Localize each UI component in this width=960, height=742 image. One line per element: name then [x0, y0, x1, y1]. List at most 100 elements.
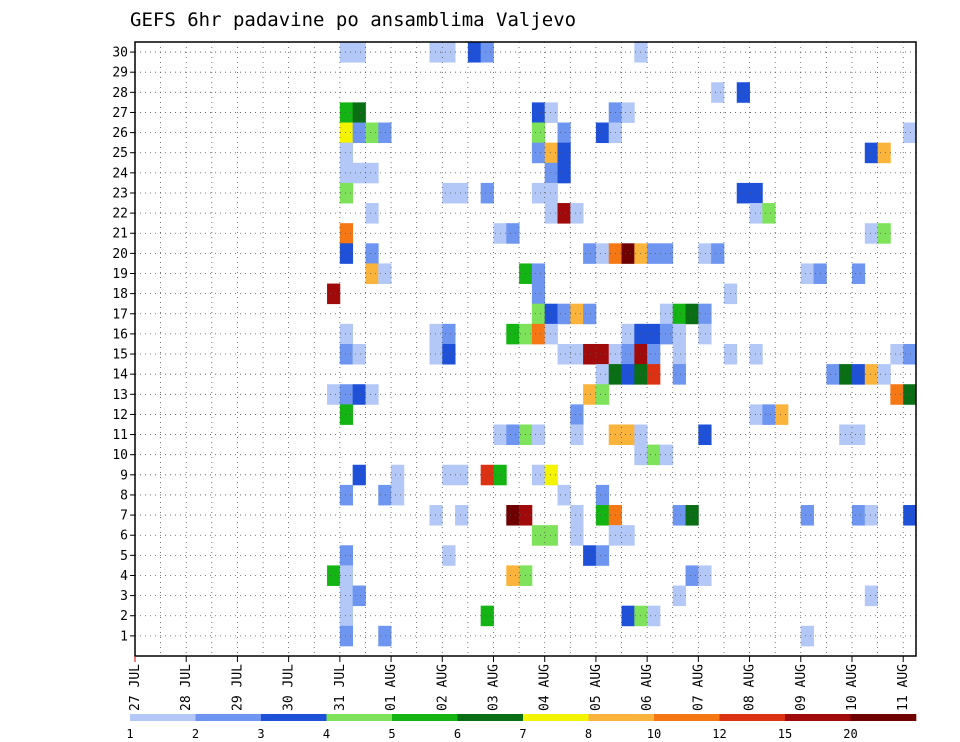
precip-cell [480, 605, 494, 627]
precip-cell [557, 122, 571, 144]
precip-cell [621, 323, 635, 345]
precip-cell [595, 364, 610, 385]
colorbar-label: 20 [843, 727, 857, 741]
precip-cell [480, 464, 494, 486]
precip-cell [595, 505, 610, 526]
precip-cell [544, 525, 558, 546]
x-tick-label: 06 AUG [640, 664, 655, 711]
x-tick-label: 28 JUL [179, 664, 194, 711]
precip-cell [864, 142, 878, 164]
precip-cell [352, 122, 366, 144]
colorbar-swatch [719, 714, 786, 721]
precip-cell [621, 364, 635, 385]
precip-cell [659, 243, 674, 264]
y-tick-label: 15 [112, 348, 128, 363]
precip-cell [480, 42, 494, 63]
colorbar-swatch [523, 714, 589, 721]
precip-cell [339, 182, 354, 204]
precip-cell [339, 223, 354, 244]
grid-lines [134, 42, 916, 656]
precip-cell [339, 605, 354, 627]
precip-cell [877, 142, 891, 164]
precip-cell [826, 364, 840, 385]
precip-cell [672, 505, 686, 526]
precip-cell [531, 525, 546, 546]
precip-cell [903, 384, 917, 405]
precip-cell [775, 404, 789, 425]
precip-cell [864, 364, 878, 385]
precip-cell [647, 605, 661, 627]
y-tick-label: 23 [112, 186, 128, 201]
precip-cell [800, 505, 814, 526]
precip-cell [544, 102, 558, 123]
precip-cell [442, 42, 456, 63]
precip-cell [864, 223, 878, 244]
precip-cell [339, 384, 354, 405]
y-tick-label: 5 [120, 549, 128, 564]
precip-cell [621, 102, 635, 123]
precip-cell [698, 243, 712, 264]
precip-cell [762, 404, 776, 425]
precip-cell [736, 182, 750, 204]
y-tick-label: 14 [112, 368, 128, 383]
precip-cell [544, 162, 558, 184]
precip-cell [903, 343, 917, 365]
y-tick-label: 21 [112, 227, 128, 242]
precip-cell [339, 404, 354, 425]
precip-cell [877, 223, 891, 244]
precip-cell [570, 505, 584, 526]
precip-cell [506, 565, 520, 586]
precip-cell [544, 303, 558, 325]
colorbar-label: 2 [192, 727, 199, 741]
precip-cell [570, 203, 584, 224]
precip-cell [352, 343, 366, 365]
precip-cell [339, 484, 354, 506]
precip-cell [339, 343, 354, 365]
precip-cell [378, 263, 392, 284]
precip-cell [544, 182, 558, 204]
precip-cell [749, 203, 763, 224]
x-tick-label: 07 AUG [691, 664, 706, 711]
precip-cell [762, 203, 776, 224]
y-tick-label: 27 [112, 106, 128, 121]
precip-cell [455, 505, 469, 526]
x-tick-label: 02 AUG [435, 664, 450, 711]
precip-cell [557, 484, 571, 506]
precip-cell [672, 323, 686, 345]
precip-cell [531, 102, 546, 123]
x-tick-label: 11 AUG [896, 664, 911, 711]
y-tick-label: 18 [112, 287, 128, 302]
precip-cell [557, 142, 571, 164]
precip-cell [621, 243, 635, 264]
y-tick-label: 4 [120, 569, 128, 584]
precip-cell [711, 243, 725, 264]
precip-cell [365, 384, 379, 405]
y-tick-label: 10 [112, 448, 128, 463]
y-tick-label: 30 [112, 46, 128, 61]
precip-cell [672, 364, 686, 385]
precip-cell [672, 343, 686, 365]
precip-cell [531, 283, 546, 305]
precip-cell [429, 505, 443, 526]
precip-cell [570, 424, 584, 446]
y-tick-label: 26 [112, 126, 128, 141]
precip-cell [455, 464, 469, 486]
colorbar-label: 8 [585, 727, 592, 741]
x-tick-label: 03 AUG [486, 664, 501, 711]
colorbar-swatch [654, 714, 720, 721]
y-tick-label: 6 [120, 529, 128, 544]
precip-cell [467, 42, 482, 63]
precip-cell [544, 464, 558, 486]
x-tick-label: 08 AUG [743, 664, 758, 711]
precip-cell [583, 243, 597, 264]
precip-cell [583, 303, 597, 325]
precip-cell [595, 122, 610, 144]
precip-cell [442, 545, 456, 566]
colorbar: 1 2 3 4 5 6 7 8 10 12 15 20 [126, 714, 917, 741]
x-tick-label: 09 AUG [794, 664, 809, 711]
x-tick-label: 31 JUL [333, 664, 348, 711]
precip-cell [647, 323, 661, 345]
precip-cell [365, 243, 379, 264]
precip-cell [736, 82, 750, 103]
precip-cell [749, 182, 763, 204]
